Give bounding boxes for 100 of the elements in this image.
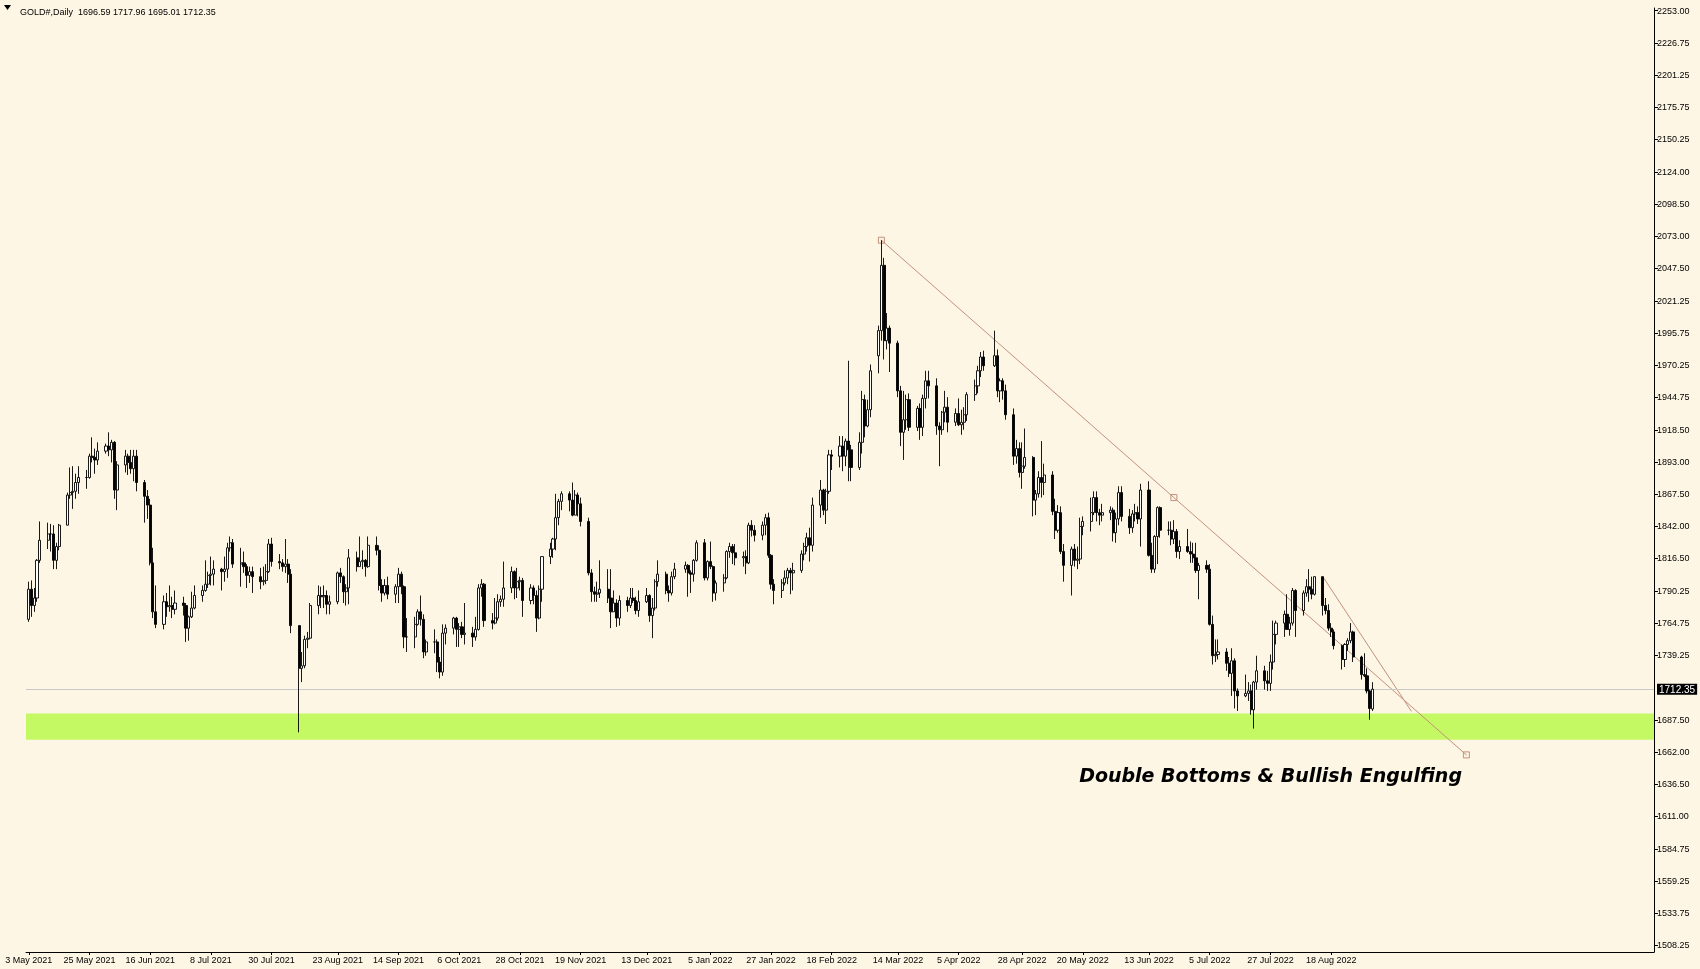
candlestick	[1263, 665, 1266, 691]
y-tick-label: 2098.50	[1657, 199, 1690, 210]
y-tick-label: 1508.25	[1657, 940, 1690, 951]
y-tick-label: 2047.50	[1657, 263, 1690, 274]
candlestick	[629, 587, 632, 609]
candlestick	[529, 583, 533, 605]
candlestick	[482, 582, 486, 628]
candlestick	[1321, 576, 1324, 617]
candlestick	[259, 567, 262, 590]
candlestick	[240, 547, 243, 588]
candlestick	[819, 479, 822, 519]
candlestick	[838, 435, 842, 468]
y-tick-label: 1944.75	[1657, 392, 1690, 403]
candlestick	[1313, 576, 1316, 596]
candlestick	[792, 562, 795, 591]
candlestick	[143, 479, 146, 524]
x-tick-label: 8 Jul 2021	[190, 954, 232, 965]
candlestick	[847, 360, 850, 482]
candlestick	[27, 581, 30, 623]
y-tick-label: 1739.25	[1657, 650, 1690, 661]
x-tick-label: 18 Aug 2022	[1305, 954, 1357, 965]
y-tick-label: 2175.75	[1657, 102, 1690, 113]
candlestick	[734, 543, 737, 566]
candlestick	[1012, 408, 1015, 466]
candlestick	[336, 571, 339, 605]
candlestick	[441, 623, 444, 677]
candlestick	[162, 595, 166, 630]
candlestick	[463, 602, 466, 645]
candlestick	[317, 585, 320, 615]
y-tick-label: 1867.50	[1657, 489, 1690, 500]
x-tick-label: 27 Jan 2022	[746, 954, 796, 965]
x-tick-label: 20 May 2022	[1056, 954, 1109, 965]
candlestick	[571, 482, 574, 517]
x-tick-label: 14 Sep 2021	[372, 954, 425, 965]
point	[1170, 494, 1178, 502]
point	[877, 236, 885, 244]
candlestick	[1216, 638, 1220, 660]
x-tick-label: 6 Oct 2021	[437, 954, 482, 965]
x-tick-label: 13 Dec 2021	[621, 954, 673, 965]
candlestick	[637, 590, 640, 618]
candlestick	[1128, 508, 1131, 535]
candlestick	[124, 449, 127, 473]
candlestick	[1360, 655, 1363, 681]
x-tick-label: 14 Mar 2022	[872, 954, 924, 965]
candlestick	[278, 553, 281, 570]
y-tick-label: 2150.25	[1657, 134, 1690, 145]
candlestick	[1101, 503, 1104, 522]
candlestick	[1040, 440, 1043, 499]
x-tick-label: 23 Aug 2021	[312, 954, 364, 965]
y-tick-label: 1533.75	[1657, 908, 1690, 919]
y-tick-label: 1790.25	[1657, 586, 1690, 597]
y-tick-label: 1970.25	[1657, 360, 1690, 371]
x-tick-label: 28 Oct 2021	[495, 954, 545, 965]
candlestick	[502, 561, 505, 608]
candlestick	[30, 579, 33, 618]
y-tick-label: 2124.00	[1657, 167, 1690, 178]
candlestick	[1120, 485, 1123, 522]
y-tick-label: 1918.50	[1657, 425, 1690, 436]
candlestick	[212, 559, 215, 586]
y-tick-label: 2021.25	[1657, 296, 1690, 307]
y-tick-label: 1611.00	[1657, 811, 1689, 822]
x-tick-label: 5 Jan 2022	[688, 954, 733, 965]
candlestick	[687, 563, 690, 598]
candlestick	[386, 576, 389, 600]
candlestick	[455, 616, 458, 648]
candlestick	[1139, 483, 1142, 547]
candlestick	[135, 449, 138, 492]
y-tick-label: 2073.00	[1657, 231, 1690, 242]
y-tick-label: 1842.00	[1657, 521, 1690, 532]
x-tick-label: 5 Apr 2022	[936, 954, 981, 965]
x-tick-label: 16 Jun 2021	[125, 954, 175, 965]
annotation: Double Bottoms & Bullish Engulfing	[1079, 764, 1462, 786]
candlestick	[251, 566, 254, 594]
y-tick-label: 1662.00	[1657, 747, 1690, 758]
y-tick-label: 1584.75	[1657, 844, 1690, 855]
point	[1462, 751, 1470, 759]
candlestick	[77, 465, 80, 495]
x-tick-label: 18 Feb 2022	[806, 954, 857, 965]
candlestick	[52, 524, 55, 570]
candlestick	[618, 595, 621, 627]
candlestick	[173, 590, 177, 615]
candlestick	[703, 538, 706, 581]
candlestick	[1294, 588, 1297, 638]
candlestick	[753, 524, 756, 542]
candlestick	[1095, 490, 1098, 522]
y-tick-label: 1764.75	[1657, 618, 1690, 629]
candlestick	[789, 567, 792, 595]
candlestick	[549, 542, 552, 565]
y-tick-label: 2201.25	[1657, 70, 1690, 81]
x-tick-label: 3 May 2021	[5, 954, 53, 965]
candlestick	[841, 435, 844, 472]
candlestick	[513, 569, 516, 600]
x-tick-label: 13 Jun 2022	[1124, 954, 1174, 965]
x-tick-label: 30 Jul 2021	[248, 954, 295, 965]
chart-title: GOLD#,Daily 1696.59 1717.96 1695.01 1712.35	[20, 6, 216, 17]
x-tick-label: 19 Nov 2021	[555, 954, 607, 965]
candlestick	[1070, 546, 1073, 596]
ref-line-label: 1712.35	[1659, 683, 1696, 695]
candlestick	[521, 577, 524, 618]
candlestick	[262, 566, 265, 586]
